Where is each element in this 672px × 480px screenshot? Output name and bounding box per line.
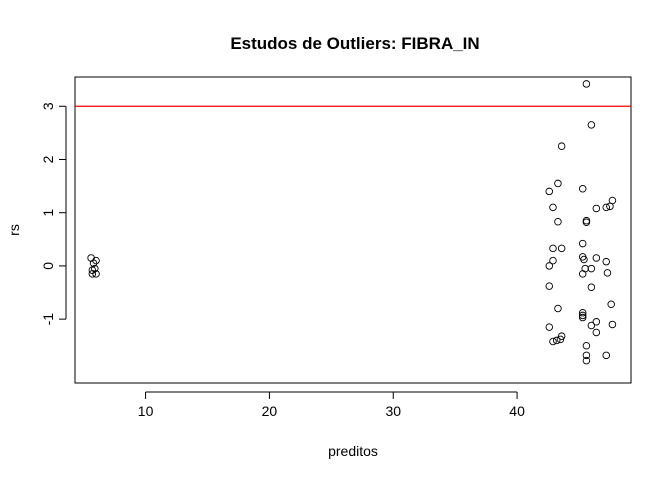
x-tick-label: 40 — [509, 403, 525, 419]
data-point — [602, 257, 610, 266]
data-point — [554, 179, 562, 188]
data-point — [92, 270, 100, 278]
data-point — [557, 142, 566, 150]
data-point — [557, 244, 566, 253]
data-point — [91, 264, 99, 273]
data-point — [545, 323, 554, 331]
y-tick-label: -1 — [40, 313, 56, 326]
y-axis: -1 0 1 2 3 — [40, 102, 67, 326]
data-point — [554, 218, 562, 226]
data-point — [592, 254, 601, 262]
data-point — [552, 336, 561, 345]
data-point — [587, 264, 596, 273]
data-point — [580, 255, 588, 264]
data-point — [554, 304, 562, 313]
data-point — [587, 283, 596, 291]
data-point — [578, 311, 587, 320]
data-point — [602, 203, 610, 212]
data-point — [545, 262, 554, 270]
data-point — [549, 337, 557, 346]
data-point — [606, 202, 614, 211]
data-point — [578, 309, 587, 317]
x-tick-label: 30 — [385, 403, 401, 419]
data-point — [557, 332, 566, 340]
data-point — [592, 204, 601, 213]
plot-frame — [74, 76, 632, 384]
data-point — [582, 218, 591, 227]
chart-title: Estudos de Outliers: FIBRA_IN — [230, 34, 479, 53]
data-point — [608, 320, 617, 329]
data-point — [578, 185, 587, 193]
data-point — [592, 328, 601, 337]
y-tick-label: 2 — [40, 155, 56, 163]
data-point — [578, 313, 587, 322]
data-point — [549, 256, 557, 265]
data-point — [582, 341, 591, 350]
data-point — [592, 318, 601, 326]
y-tick-label: 1 — [40, 209, 56, 217]
data-point — [582, 216, 591, 225]
data-point — [587, 121, 596, 129]
data-point — [545, 282, 554, 290]
data-point — [582, 356, 591, 365]
data-point — [545, 187, 554, 196]
data-point — [89, 259, 98, 268]
data-point — [549, 203, 557, 212]
data-point — [603, 269, 612, 277]
y-axis-label: rs — [6, 224, 22, 236]
data-points — [87, 80, 617, 365]
x-axis-label: preditos — [328, 443, 378, 459]
data-point — [587, 321, 596, 330]
data-point — [582, 351, 591, 360]
data-point — [607, 300, 615, 308]
data-point — [556, 335, 565, 344]
data-point — [92, 256, 100, 265]
data-point — [578, 270, 587, 278]
data-point — [578, 239, 587, 248]
y-tick-label: 0 — [40, 262, 56, 270]
data-point — [602, 351, 610, 360]
x-tick-label: 10 — [138, 403, 154, 419]
x-tick-label: 20 — [262, 403, 278, 419]
data-point — [582, 80, 591, 88]
y-tick-label: 3 — [40, 102, 56, 110]
x-axis: 10 20 30 40 — [138, 391, 525, 419]
data-point — [549, 244, 557, 253]
